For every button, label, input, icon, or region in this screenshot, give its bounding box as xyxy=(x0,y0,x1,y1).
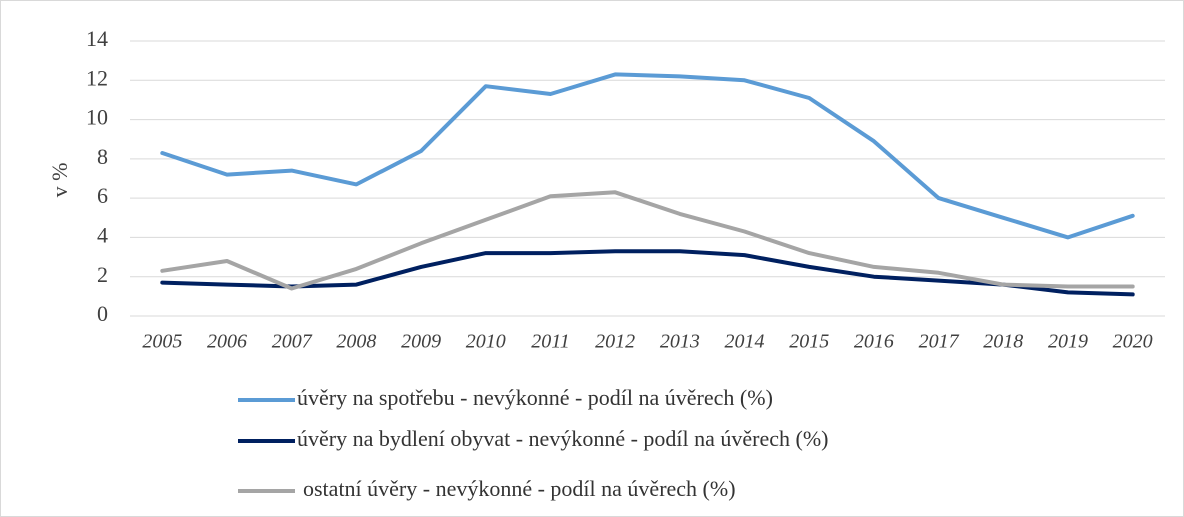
data-line xyxy=(160,190,1135,291)
x-tick-label: 2019 xyxy=(1048,331,1088,353)
y-tick-label: 8 xyxy=(97,144,108,169)
y-tick-label: 2 xyxy=(97,262,108,287)
y-tick-label: 14 xyxy=(86,26,108,51)
y-tick-label: 10 xyxy=(86,105,108,130)
x-tick-label: 2015 xyxy=(789,331,829,353)
y-axis-label: v % xyxy=(47,163,72,198)
x-tick-label: 2014 xyxy=(725,331,765,353)
x-tick-label: 2007 xyxy=(272,331,313,353)
y-tick-label: 6 xyxy=(97,183,108,208)
legend-label: úvěry na spotřebu - nevýkonné - podíl na… xyxy=(297,385,773,410)
legend-label: ostatní úvěry - nevýkonné - podíl na úvě… xyxy=(303,476,736,501)
x-tick-label: 2013 xyxy=(660,331,700,353)
x-tick-label: 2005 xyxy=(142,331,182,353)
x-tick-label: 2016 xyxy=(854,331,894,353)
x-tick-label: 2009 xyxy=(401,331,441,353)
x-tick-label: 2012 xyxy=(595,331,635,353)
data-line xyxy=(160,72,1135,240)
x-tick-label: 2008 xyxy=(336,331,376,353)
legend-label: úvěry na bydlení obyvat - nevýkonné - po… xyxy=(297,426,829,451)
x-tick-label: 2010 xyxy=(466,331,506,353)
y-tick-label: 0 xyxy=(97,301,108,326)
x-tick-label: 2020 xyxy=(1113,331,1153,353)
y-tick-label: 12 xyxy=(86,65,108,90)
x-tick-label: 2018 xyxy=(983,331,1023,353)
y-tick-label: 4 xyxy=(97,222,108,247)
x-tick-label: 2017 xyxy=(919,331,960,353)
x-tick-label: 2011 xyxy=(531,331,570,353)
data-line xyxy=(160,249,1135,297)
x-tick-label: 2006 xyxy=(207,331,247,353)
